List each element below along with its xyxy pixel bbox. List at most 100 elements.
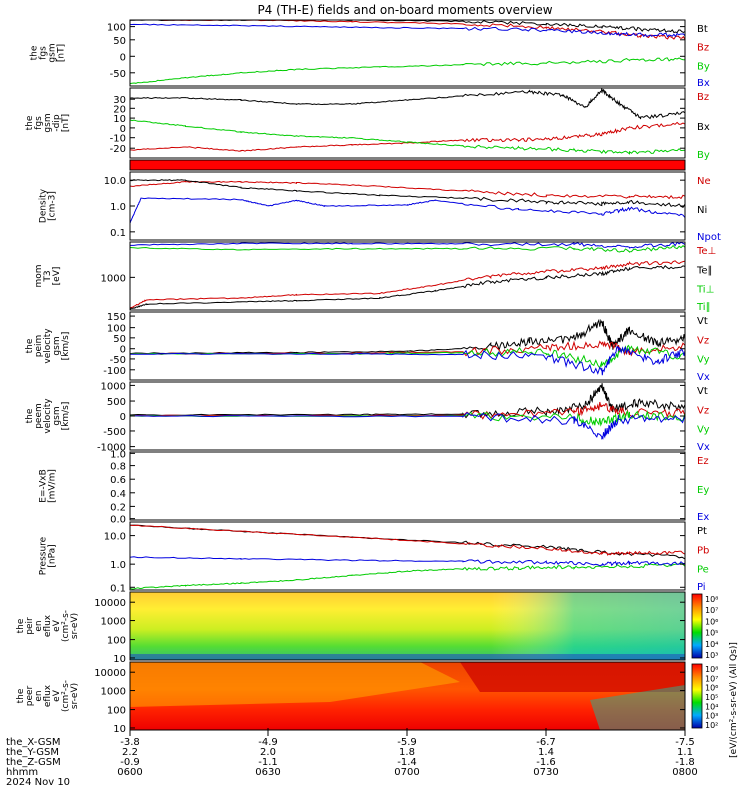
series-line-Vt [129, 318, 686, 355]
y-tick-label: 100 [107, 23, 126, 34]
series-line-Te∥ [129, 265, 686, 310]
spectrogram-band [460, 662, 685, 692]
legend-label: Vx [697, 372, 710, 383]
legend-label: Vt [697, 386, 708, 397]
series-line-Bx [129, 23, 686, 38]
y-tick-label: 0.1 [110, 583, 126, 594]
legend-label: Ez [697, 456, 709, 467]
x-tick-label: -1.6 [536, 757, 556, 768]
x-tick-label: -3.8 [120, 737, 140, 748]
panel-8: Pt Pb Pe Pi 10.0 1.0 0.1 Pressure[nPa] [39, 521, 709, 594]
y-tick-label: 10 [113, 654, 126, 665]
y-tick-label: 0.2 [110, 502, 126, 513]
series-line-Vt [129, 383, 686, 419]
series-line-Te⊥ [129, 260, 686, 309]
panel-9: 10⁸ 10⁷ 10⁶ 10⁵ 10⁴ 10³ 10000 1000 100 10 thepeire… [16, 591, 718, 665]
x-tick-label: -4.9 [258, 737, 278, 748]
y-tick-label: 1.0 [110, 202, 126, 213]
x-tick-label: 0600 [117, 767, 142, 778]
panel-3: Ne Ni Npot 10.0 1.0 0.1 Density[cm-3] [39, 171, 721, 243]
y-tick-label: 50 [113, 334, 126, 345]
y-tick-label: 1000 [101, 273, 126, 284]
panel-frame [129, 591, 686, 661]
legend-label: Bz [697, 92, 709, 103]
x-tick-label: 1.1 [677, 747, 693, 758]
x-tick-label: -1.8 [675, 757, 695, 768]
legend-label: Vz [697, 405, 709, 416]
x-tick-label: 1.4 [538, 747, 554, 758]
y-axis-label: Density[cm-3] [39, 188, 58, 223]
y-axis-label: thefgsgsm-dip[nT] [25, 113, 71, 132]
y-tick-label: 150 [107, 312, 126, 323]
colorbar-tick-label: 10⁵ [705, 693, 718, 702]
x-tick-label: -1.4 [397, 757, 417, 768]
y-tick-label: -500 [103, 427, 126, 438]
x-tick-label: 0700 [394, 767, 419, 778]
legend-label: Pb [697, 545, 709, 556]
legend-label: Vy [697, 425, 710, 436]
series-line-Pi [129, 556, 686, 567]
colorbar-tick-label: 10⁷ [705, 674, 718, 683]
y-tick-label: -50 [110, 69, 126, 80]
y-axis-label: momT3[eV] [34, 264, 62, 287]
series-line-Vz [129, 401, 686, 420]
colorbar-tick-label: 10³ [705, 712, 718, 721]
panel-frame [129, 87, 686, 159]
legend-label: Vz [697, 335, 709, 346]
y-tick-label: 10 [113, 724, 126, 735]
y-tick-label: -1000 [97, 443, 126, 454]
panel-0: Bt Bz By Bx 100 50 0 -50 thefgsgsm[nT] [30, 19, 710, 89]
colorbar-tick-label: 10⁸ [705, 665, 718, 674]
series-line-By [129, 57, 685, 85]
y-tick-label: 50 [113, 36, 126, 47]
y-tick-label: 0.4 [110, 489, 126, 500]
legend-label: Pt [697, 526, 707, 537]
legend-label: Te⊥ [696, 246, 716, 257]
spectrogram-band [590, 685, 685, 730]
y-tick-label: 10000 [94, 668, 126, 679]
y-tick-label: 0.6 [110, 475, 126, 486]
panel-4: Te⊥ Te∥ Ti⊥ Ti∥ 1000 momT3[eV] [34, 241, 716, 313]
y-axis-label: thepeemvelocitygsm[km/s] [25, 398, 71, 434]
legend-label: Ex [697, 512, 709, 523]
x-row-label: the_Y-GSM [6, 747, 59, 758]
spectrogram-band [130, 654, 685, 660]
y-tick-label: -100 [103, 366, 126, 377]
series-line-Pe [129, 562, 686, 590]
legend-label: Bt [697, 24, 708, 35]
x-tick-label: 1.8 [399, 747, 415, 758]
y-tick-label: 1000 [101, 617, 126, 628]
y-tick-label: 100 [107, 706, 126, 717]
series-line-Ni [130, 179, 686, 209]
x-tick-label: 0730 [533, 767, 558, 778]
x-tick-label: -0.9 [120, 757, 140, 768]
y-axis-label: thepeimvelocitygsm[km/s] [25, 328, 71, 364]
y-tick-label: 0 [120, 412, 126, 423]
y-tick-label: 0 [120, 52, 126, 63]
panel-frame [129, 19, 686, 87]
y-tick-label: 0.8 [110, 462, 126, 473]
colorbar [691, 663, 703, 729]
series-line-Npot [129, 197, 686, 224]
series-line-Bx [129, 88, 686, 120]
legend-label: Vy [697, 355, 710, 366]
colorbar-tick-label: 10⁵ [705, 629, 718, 638]
colorbar-tick-label: 10⁷ [705, 606, 718, 615]
x-tick-label: 2.2 [122, 747, 138, 758]
series-line-Pb [129, 524, 686, 556]
series-line-Vy [129, 410, 686, 427]
x-tick-label: 0630 [255, 767, 280, 778]
chart-title: P4 (TH-E) fields and on-board moments ov… [257, 3, 552, 17]
x-tick-label: 2.0 [260, 747, 276, 758]
y-tick-label: 1000 [101, 687, 126, 698]
y-tick-label: 100 [107, 324, 126, 335]
y-tick-label: -10 [110, 134, 126, 145]
panel-frame [129, 241, 686, 311]
y-tick-label: 1.0 [110, 560, 126, 571]
legend-label: Pe [697, 565, 709, 576]
x-row-label: hhmm [6, 767, 38, 778]
x-tick-label: -7.5 [675, 737, 695, 748]
legend-label: Vt [697, 316, 708, 327]
